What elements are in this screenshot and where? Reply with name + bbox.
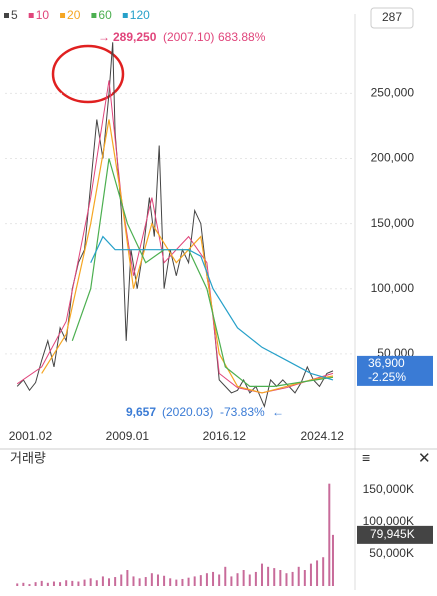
low-date: (2020.03) — [162, 405, 213, 419]
volume-bar — [120, 574, 123, 586]
x-tick-label: 2009.01 — [106, 429, 150, 443]
volume-bar — [77, 581, 80, 586]
volume-bar — [242, 570, 245, 586]
volume-bar — [52, 581, 55, 586]
low-price: 9,657 — [126, 405, 156, 419]
volume-bar — [114, 577, 117, 586]
volume-bar — [83, 579, 86, 586]
volume-bar — [273, 568, 276, 586]
volume-bar — [212, 571, 215, 586]
y-tick-label: 200,000 — [371, 151, 415, 165]
volume-bar — [260, 563, 263, 586]
volume-bar — [303, 570, 306, 586]
volume-bar — [254, 571, 257, 586]
volume-bar — [309, 563, 312, 586]
volume-bar — [46, 582, 49, 586]
menu-icon[interactable]: ≡ — [362, 450, 370, 466]
price-line — [90, 235, 334, 381]
y-tick-label: 100,000K — [363, 514, 414, 528]
arrow: ← — [272, 405, 284, 419]
high-change: 683.88% — [218, 30, 266, 44]
volume-bar — [236, 573, 239, 586]
volume-bar — [230, 576, 233, 586]
volume-bar — [267, 566, 270, 586]
volume-bar — [16, 583, 19, 586]
legend-swatch — [28, 13, 34, 18]
legend-swatch — [122, 13, 128, 18]
last-price: 36,900 — [368, 356, 405, 370]
low-change: -73.83% — [220, 405, 265, 419]
volume-bar — [291, 571, 294, 586]
volume-bar — [126, 570, 129, 586]
volume-bar — [248, 574, 251, 586]
plot-area — [5, 14, 355, 430]
last-change: -2.25% — [368, 370, 406, 384]
volume-bar — [193, 576, 196, 586]
badge-box[interactable] — [370, 7, 414, 29]
legend-label: 5 — [11, 8, 18, 22]
volume-bar — [297, 566, 300, 586]
volume-bar — [59, 582, 62, 586]
legend-label: 10 — [36, 8, 50, 22]
volume-bar — [181, 578, 184, 586]
volume-bar — [28, 584, 31, 586]
volume-bar — [279, 570, 282, 586]
volume-bar — [34, 582, 37, 586]
legend-label: 120 — [130, 8, 150, 22]
volume-bar — [224, 566, 227, 586]
x-tick-label: 2024.12 — [301, 429, 345, 443]
y-tick-label: 100,000 — [371, 281, 415, 295]
volume-bar — [187, 577, 190, 586]
highlight-circle — [51, 44, 125, 104]
arrow: → — [98, 30, 110, 44]
volume-bar — [285, 573, 288, 586]
volume-bar — [71, 580, 74, 586]
legend-swatch — [91, 13, 97, 18]
price-line — [41, 119, 334, 394]
y-tick-label: 50,000K — [369, 546, 414, 560]
badge[interactable]: 287 — [382, 10, 402, 24]
volume-bar — [169, 578, 172, 586]
volume-bar — [101, 576, 104, 586]
volume-bar — [144, 577, 147, 586]
volume-bar — [316, 560, 319, 586]
close-icon[interactable]: ✕ — [418, 450, 431, 467]
volume-bar — [163, 575, 166, 586]
y-tick-label: 150,000K — [363, 482, 414, 496]
volume-bar — [89, 578, 92, 586]
volume-bar — [199, 575, 202, 586]
volume-bar — [175, 579, 178, 586]
legend-label: 60 — [98, 8, 112, 22]
volume-bar — [95, 580, 98, 586]
high-price: 289,250 — [113, 30, 157, 44]
volume-bar — [218, 574, 221, 586]
volume-bar — [65, 580, 68, 586]
last-volume-box — [357, 525, 433, 544]
volume-bar — [328, 483, 331, 586]
x-tick-label: 2001.02 — [9, 429, 53, 443]
volume-bar — [156, 574, 159, 586]
volume-bar — [205, 573, 208, 586]
x-tick-label: 2016.12 — [203, 429, 247, 443]
panel-title: 거래량 — [10, 450, 46, 465]
legend-swatch — [60, 13, 66, 18]
y-tick-label: 250,000 — [371, 86, 415, 100]
volume-bar — [108, 578, 111, 586]
volume-bar — [132, 576, 135, 586]
last-price-box — [357, 355, 433, 386]
volume-bar — [331, 534, 334, 586]
legend-swatch — [4, 13, 9, 18]
legend-label: 20 — [67, 8, 81, 22]
volume-bar — [150, 573, 153, 586]
volume-bar — [322, 557, 325, 586]
volume-bar — [40, 580, 43, 586]
last-volume: 79,945K — [370, 527, 415, 541]
volume-bar — [22, 582, 25, 586]
volume-bar — [138, 578, 141, 586]
y-tick-label: 150,000 — [371, 216, 415, 230]
high-date: (2007.10) — [163, 30, 214, 44]
